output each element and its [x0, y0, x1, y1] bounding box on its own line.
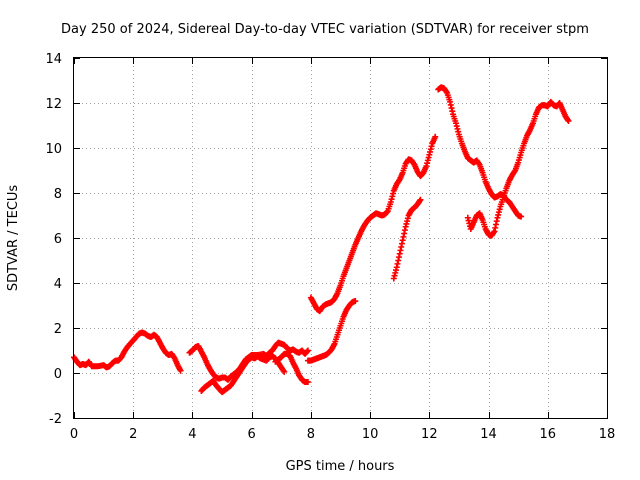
- series: [198, 353, 288, 396]
- data-point: [304, 347, 311, 354]
- x-axis-label: GPS time / hours: [286, 459, 395, 474]
- data-point: [304, 379, 311, 385]
- data-points: [71, 84, 572, 396]
- y-tick-label: 2: [54, 322, 62, 337]
- data-point: [432, 133, 439, 140]
- x-tick-label: 14: [480, 427, 497, 442]
- y-tick-label: 10: [45, 142, 62, 157]
- x-tick-label: 8: [307, 427, 315, 442]
- y-axis: -2 0 2 4 6 8 10 12 14: [45, 52, 607, 427]
- y-tick-label: 6: [54, 232, 62, 247]
- y-axis-label: SDTVAR / TECUs: [6, 185, 21, 292]
- y-tick-label: 14: [45, 52, 62, 67]
- series: [272, 350, 311, 385]
- data-point: [352, 298, 359, 304]
- series: [390, 196, 424, 282]
- x-tick-label: 10: [362, 427, 379, 442]
- y-tick-label: 0: [54, 367, 62, 382]
- grid-lines: [74, 58, 607, 418]
- x-tick-label: 4: [188, 427, 196, 442]
- series: [464, 98, 572, 239]
- chart-title: Day 250 of 2024, Sidereal Day-to-day VTE…: [61, 22, 589, 37]
- series: [307, 133, 439, 315]
- data-point: [565, 118, 572, 124]
- x-tick-label: 12: [421, 427, 438, 442]
- data-point: [417, 196, 424, 203]
- plot-frame: [73, 57, 608, 419]
- x-tick-label: 6: [248, 427, 256, 442]
- y-tick-label: 8: [54, 187, 62, 202]
- y-tick-label: 12: [45, 97, 62, 112]
- data-point: [281, 368, 288, 375]
- y-tick-label: 4: [54, 277, 62, 292]
- x-tick-label: 16: [540, 427, 557, 442]
- y-tick-label: -2: [49, 412, 62, 427]
- data-point: [518, 213, 525, 220]
- x-tick-label: 0: [70, 427, 78, 442]
- series: [71, 329, 184, 374]
- data-point: [177, 367, 184, 374]
- x-axis: 0 2 4 6 8 10 12 14 16 18: [70, 58, 615, 442]
- series: [304, 298, 359, 364]
- series: [435, 84, 525, 220]
- x-tick-label: 18: [599, 427, 616, 442]
- x-tick-label: 2: [129, 427, 137, 442]
